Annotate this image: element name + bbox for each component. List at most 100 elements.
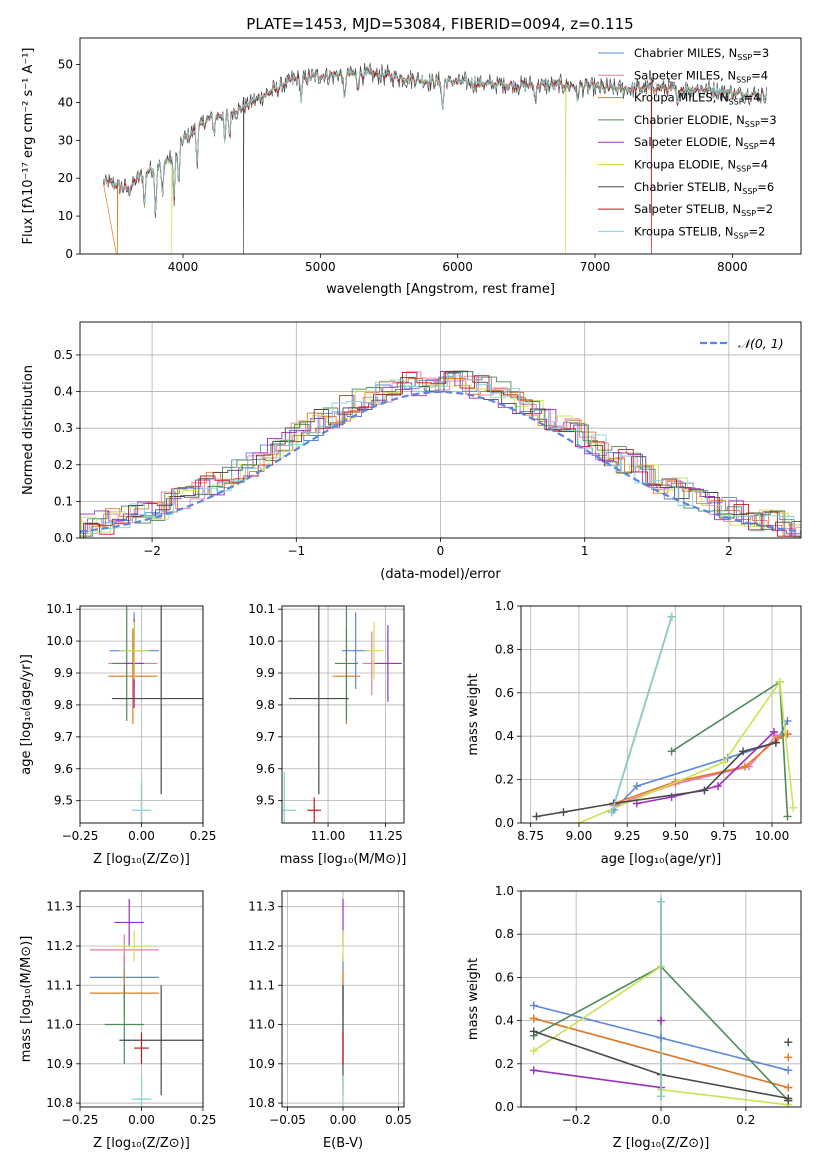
y-tick-label: 0.2 — [495, 773, 514, 787]
x-tick-label: 8.75 — [517, 829, 544, 843]
errorbar-point — [307, 797, 322, 823]
legend-entry: Salpeter ELODIE, NSSP=4 — [634, 135, 776, 151]
histogram-step — [83, 371, 801, 538]
weight-marker — [769, 727, 778, 736]
axes-frame — [281, 605, 405, 824]
weight-marker — [739, 747, 748, 756]
legend-entry: Kroupa ELODIE, NSSP=4 — [634, 158, 768, 174]
y-tick-label: 0.2 — [54, 458, 73, 472]
axes-frame — [281, 890, 405, 1108]
errorbar-point — [334, 606, 358, 721]
y-tick-label: 9.5 — [256, 794, 275, 808]
weight-marker — [713, 782, 722, 791]
x-axis-label: Z [log₁₀(Z/Z⊙)] — [93, 852, 190, 867]
plot-area-age-vs-mass — [282, 606, 402, 823]
legend-entry: Chabrier STELIB, NSSP=6 — [634, 180, 774, 196]
x-tick-label: 0.25 — [190, 829, 217, 843]
errorbar-point — [374, 625, 402, 702]
y-tick-label: 9.7 — [54, 730, 73, 744]
axes-frame — [79, 605, 204, 824]
x-axis-label: wavelength [Angstrom, rest frame] — [326, 282, 555, 297]
y-tick-label: 11.2 — [248, 939, 275, 953]
y-tick-label: 0.4 — [495, 729, 514, 743]
x-tick-label: 10.00 — [755, 829, 789, 843]
y-tick-label: 11.0 — [46, 1018, 73, 1032]
y-tick-label: 10.8 — [248, 1096, 275, 1110]
weight-marker — [529, 1046, 538, 1055]
weight-marker — [773, 734, 782, 743]
weight-marker — [783, 812, 792, 821]
y-axis-label: mass weight — [466, 673, 481, 755]
histogram-step — [86, 375, 801, 538]
plot-area-age-vs-Z — [108, 606, 203, 823]
errorbar-point — [108, 628, 158, 725]
x-tick-label: 7000 — [580, 260, 611, 274]
y-axis-label: mass weight — [466, 958, 481, 1040]
y-tick-label: 10.9 — [248, 1057, 275, 1071]
weight-marker — [783, 717, 792, 726]
y-tick-label: 10.0 — [248, 634, 275, 648]
y-tick-label: 9.8 — [256, 698, 275, 712]
x-tick-label: 9.25 — [614, 829, 641, 843]
y-tick-label: 10.8 — [46, 1096, 73, 1110]
weight-line — [536, 741, 777, 818]
errorbar-point — [104, 985, 144, 1064]
axes-residuals: −2 −1 0 1 2 0.0 0.1 0.2 0.3 0.4 0.5 (data-model)/er… — [21, 321, 802, 582]
legend-entry: Chabrier MILES, NSSP=3 — [634, 46, 769, 62]
errorbar-point — [119, 985, 203, 1096]
x-tick-label: 0 — [437, 544, 445, 558]
plots-layer: 4000 5000 6000 7000 800001020304050wavelengt… — [19, 37, 802, 1151]
weight-marker — [789, 803, 798, 812]
y-tick-label: 0.5 — [54, 348, 73, 362]
y-tick-label: 10 — [58, 209, 73, 223]
y-tick-label: 9.6 — [256, 762, 275, 776]
x-tick-label: 0.0 — [651, 1113, 670, 1127]
y-tick-label: 0.1 — [54, 494, 73, 508]
axes-spectrum: 4000 5000 6000 7000 8000 0 10 20 30 40 50 wavelengt… — [21, 37, 802, 297]
x-tick-label: 0.00 — [330, 1113, 357, 1127]
histogram-step — [80, 378, 798, 538]
y-tick-label: 10.9 — [46, 1057, 73, 1071]
weight-marker — [657, 1016, 665, 1025]
y-axis-label: age [log₁₀(age/yr)] — [19, 654, 34, 775]
weight-marker — [784, 1053, 793, 1062]
y-tick-label: 30 — [58, 133, 73, 147]
x-axis-label: mass [log₁₀(M/M⊙)] — [280, 852, 407, 867]
errorbar-point — [364, 621, 384, 680]
weight-marker — [775, 677, 784, 686]
x-tick-label: 11.25 — [368, 829, 402, 843]
histogram-step — [81, 383, 801, 538]
weight-marker — [574, 819, 583, 823]
x-tick-label: 0.00 — [128, 829, 155, 843]
histogram-step — [80, 371, 795, 538]
weight-marker — [532, 812, 541, 821]
histogram-step — [80, 371, 797, 538]
x-tick-label: 8000 — [717, 260, 748, 274]
axes-frame — [520, 605, 802, 824]
y-tick-label: 0.4 — [54, 385, 73, 399]
axes-frame — [79, 890, 204, 1108]
weight-marker — [784, 1066, 793, 1075]
y-axis-label: Normed distribution — [21, 365, 36, 495]
histogram-step — [80, 370, 800, 538]
legend-entry: Salpeter STELIB, NSSP=2 — [634, 202, 773, 218]
weight-line — [671, 680, 789, 817]
weight-marker — [784, 1038, 793, 1047]
spectrum-line — [102, 69, 768, 214]
axes-frame — [79, 321, 802, 539]
x-tick-label: −1 — [287, 544, 305, 558]
x-tick-label: 0.25 — [190, 1113, 217, 1127]
errorbar-point — [131, 778, 152, 823]
weight-marker — [667, 612, 676, 621]
x-tick-label: 6000 — [442, 260, 473, 274]
y-tick-label: 0.4 — [495, 1014, 514, 1028]
y-tick-label: 1.0 — [495, 884, 514, 898]
x-tick-label: −0.05 — [269, 1113, 306, 1127]
y-tick-label: 0.8 — [495, 927, 514, 941]
x-tick-label: 9.75 — [710, 829, 737, 843]
legend-entry: Salpeter MILES, NSSP=4 — [634, 68, 768, 84]
y-tick-label: 0.2 — [495, 1057, 514, 1071]
spectrum-legend: Chabrier MILES, NSSP=3 Salpeter MILES, NS… — [598, 46, 777, 240]
y-tick-label: 0.0 — [495, 1100, 514, 1114]
errorbar-point — [111, 606, 203, 795]
